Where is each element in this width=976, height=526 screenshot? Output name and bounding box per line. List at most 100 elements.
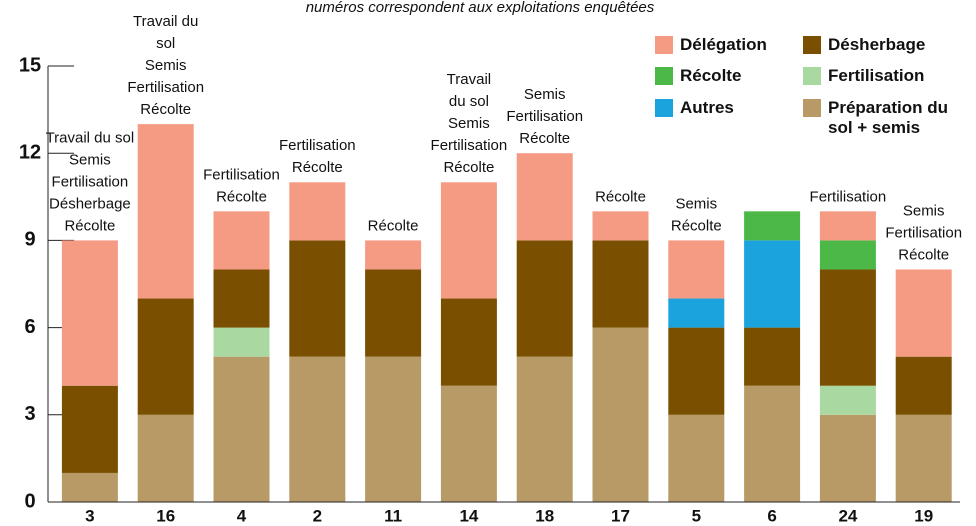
y-tick-label: 3 — [24, 403, 35, 425]
annotation: Semis — [69, 151, 111, 168]
annotation: Récolte — [595, 188, 646, 205]
y-tick-label: 6 — [24, 316, 35, 338]
legend-label: Autres — [680, 98, 734, 117]
bar-segment — [289, 240, 346, 357]
x-tick-label: 17 — [611, 506, 630, 525]
annotation: Semis — [524, 86, 566, 103]
annotation: Fertilisation — [127, 79, 204, 96]
annotation: Semis — [675, 195, 717, 212]
legend-label: Préparation du sol + semis — [828, 98, 948, 137]
x-tick-label: 11 — [384, 506, 402, 525]
annotation: Récolte — [898, 246, 949, 263]
bar-segment — [365, 356, 422, 502]
bar-segment — [289, 182, 346, 241]
x-tick-label: 24 — [838, 506, 857, 525]
legend-label: Désherbage — [828, 35, 926, 54]
bar-segment — [819, 211, 876, 241]
bar-segment — [819, 414, 876, 502]
x-tick-label: 4 — [237, 506, 247, 525]
legend-label: Fertilisation — [828, 66, 925, 85]
bar-segment — [516, 153, 573, 241]
bar-segment — [213, 356, 270, 502]
annotation: Récolte — [368, 217, 419, 234]
bar-segment — [668, 414, 725, 502]
bar-segment — [744, 211, 801, 241]
annotation: du sol — [449, 93, 489, 110]
bar-segment — [819, 240, 876, 270]
legend-swatch — [655, 36, 673, 54]
bar-segment — [137, 298, 194, 415]
legend-label: Récolte — [680, 66, 742, 85]
x-tick-label: 18 — [535, 506, 554, 525]
legend-label: Délégation — [680, 35, 767, 54]
annotation: Travail — [447, 71, 491, 88]
annotation: Récolte — [64, 217, 115, 234]
annotation: Semis — [145, 57, 187, 74]
annotation: Récolte — [519, 130, 570, 147]
bar-segment — [744, 385, 801, 502]
legend-swatch — [803, 99, 821, 117]
x-tick-label: 3 — [85, 506, 94, 525]
y-tick-label: 12 — [19, 141, 41, 163]
bar-segment — [516, 240, 573, 357]
y-tick-label: 15 — [19, 54, 41, 76]
y-tick-label: 0 — [24, 490, 35, 512]
annotation: Fertilisation — [203, 166, 280, 183]
bar-segment — [365, 240, 422, 270]
bar-segment — [137, 414, 194, 502]
bar-segment — [213, 327, 270, 357]
x-tick-label: 16 — [156, 506, 175, 525]
legend-swatch — [803, 36, 821, 54]
legend-swatch — [655, 67, 673, 85]
annotation: Fertilisation — [52, 173, 129, 190]
annotation: Semis — [448, 115, 490, 132]
bar-segment — [592, 240, 649, 328]
x-tick-label: 5 — [692, 506, 701, 525]
bar-segment — [365, 269, 422, 357]
bar-segment — [819, 269, 876, 386]
bar-segment — [744, 240, 801, 328]
bar-segment — [213, 211, 270, 270]
bar-segment — [137, 124, 194, 299]
bar-segment — [440, 385, 497, 502]
bar-segment — [895, 356, 952, 415]
annotation: Récolte — [671, 217, 722, 234]
bar-segment — [213, 269, 270, 328]
bar-segment — [289, 356, 346, 502]
bar-segment — [61, 240, 118, 386]
bar-segment — [592, 211, 649, 241]
x-tick-label: 14 — [459, 506, 478, 525]
bar-segment — [895, 414, 952, 502]
bar-segment — [819, 385, 876, 415]
bar-segment — [440, 182, 497, 299]
bar-segment — [61, 385, 118, 473]
annotation: Fertilisation — [810, 188, 887, 205]
annotation: Fertilisation — [885, 224, 962, 241]
annotation: Récolte — [292, 159, 343, 176]
annotation: Récolte — [216, 188, 267, 205]
bar-segment — [744, 327, 801, 386]
x-tick-label: 19 — [914, 506, 933, 525]
annotation: Récolte — [443, 159, 494, 176]
bar-segment — [440, 298, 497, 386]
annotation: Fertilisation — [279, 137, 356, 154]
x-tick-label: 2 — [313, 506, 322, 525]
legend-swatch — [803, 67, 821, 85]
legend-swatch — [655, 99, 673, 117]
annotation: Fertilisation — [431, 137, 508, 154]
annotation: Désherbage — [49, 195, 131, 212]
annotation: Travail du sol — [46, 129, 135, 146]
annotation: Fertilisation — [506, 108, 583, 125]
bar-segment — [668, 240, 725, 299]
bar-segment — [668, 298, 725, 328]
annotation: Semis — [903, 202, 945, 219]
bar-segment — [895, 269, 952, 357]
bar-segment — [592, 327, 649, 502]
chart-subtitle: numéros correspondent aux exploitations … — [306, 0, 655, 16]
y-tick-label: 9 — [24, 229, 35, 251]
bar-segment — [668, 327, 725, 415]
bar-segment — [61, 472, 118, 502]
x-tick-label: 6 — [767, 506, 776, 525]
